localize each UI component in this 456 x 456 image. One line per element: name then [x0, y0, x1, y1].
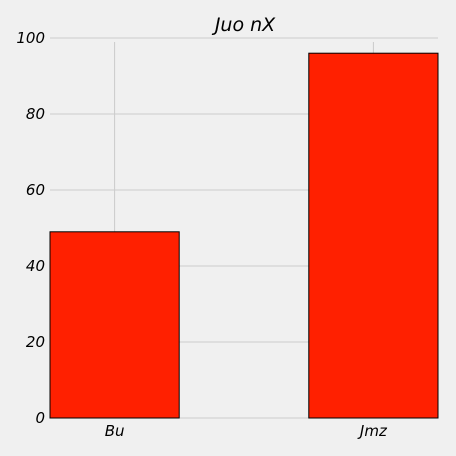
y-tick-label: 20 — [26, 333, 45, 351]
x-axis-tick-labels: Bu Jmz — [105, 422, 388, 440]
y-tick-label: 100 — [16, 29, 45, 47]
bar-jmz — [308, 52, 439, 419]
x-tick-label: Jmz — [357, 422, 388, 440]
bar-bu — [49, 231, 180, 419]
y-tick-label: 80 — [26, 105, 45, 123]
y-tick-label: 40 — [26, 257, 45, 275]
y-tick-label: 0 — [35, 409, 45, 427]
y-axis-tick-labels: 0 20 40 60 80 100 — [16, 29, 45, 427]
x-tick-label: Bu — [105, 422, 125, 440]
bar-layer — [49, 52, 439, 419]
y-tick-label: 60 — [26, 181, 45, 199]
chart-title: Juo nX — [211, 14, 276, 36]
